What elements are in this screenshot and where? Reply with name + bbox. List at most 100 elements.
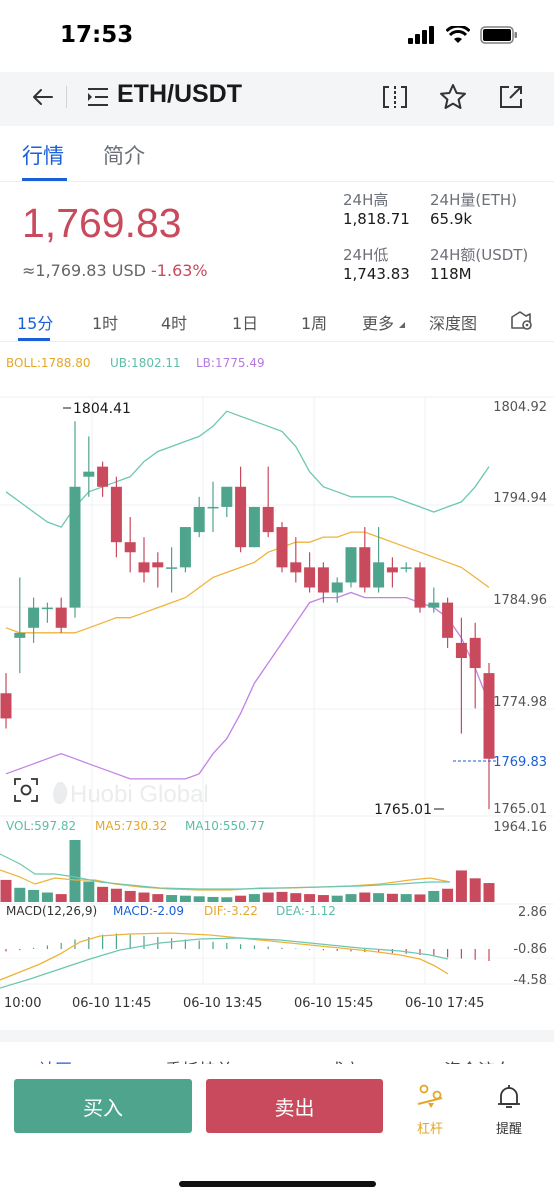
pair-switch-icon[interactable] — [86, 86, 110, 108]
star-icon[interactable] — [438, 82, 468, 112]
boll-label: BOLL:1788.80 — [6, 356, 91, 370]
volume-bar — [28, 890, 40, 902]
volume-bar — [124, 890, 136, 902]
alert-button[interactable]: 提醒 — [489, 1082, 529, 1137]
timeframe-1h[interactable]: 1时 — [92, 314, 119, 333]
ub-label: UB:1802.11 — [110, 356, 181, 370]
timeframe-1d[interactable]: 1日 — [232, 314, 259, 333]
volume-bar — [455, 870, 467, 902]
candle-body — [138, 562, 150, 573]
watermark: Huobi Global — [53, 781, 209, 808]
volume-bar — [179, 895, 191, 902]
ub-line — [5, 410, 490, 528]
volume-bar — [400, 894, 412, 902]
dif-line — [0, 932, 449, 981]
price-axis-label: 1774.98 — [493, 695, 547, 710]
chart-settings-icon[interactable] — [508, 308, 534, 332]
candle-body — [290, 562, 302, 573]
volume-bar — [304, 894, 316, 902]
price-usd: ≈1,769.83 USD -1.63% — [22, 261, 208, 280]
candle-body — [331, 582, 343, 593]
volume-bar — [262, 892, 274, 902]
high-label: 24H高 — [343, 191, 389, 209]
back-arrow-icon[interactable] — [28, 82, 58, 112]
candle-body — [235, 486, 247, 548]
pair-title[interactable]: ETH/USDT — [117, 80, 242, 108]
volume-bar — [317, 895, 329, 902]
volume-bar — [483, 883, 495, 902]
candle-body — [386, 567, 398, 573]
alert-label: 提醒 — [495, 1122, 522, 1137]
timeframe-bar: 15分 1时 4时 1日 1周 更多 深度图 — [0, 298, 554, 342]
volume-value: 65.9k — [430, 210, 473, 228]
max-price-label: 1804.41 — [73, 401, 131, 417]
leverage-button[interactable]: 杠杆 — [410, 1082, 450, 1137]
candle-body — [193, 506, 205, 533]
candle-body — [41, 607, 53, 610]
time-axis-label: 06-10 15:45 — [294, 996, 373, 1011]
candle-body — [83, 471, 95, 477]
tab-market[interactable]: 行情 — [22, 144, 64, 168]
sell-button[interactable]: 卖出 — [206, 1079, 383, 1133]
time-axis-label: 06-10 17:45 — [405, 996, 484, 1011]
time-axis-label: 06-10 13:45 — [183, 996, 262, 1011]
time-axis-label: 10:00 — [4, 996, 41, 1011]
candle-body — [276, 527, 288, 568]
candle-body — [262, 506, 274, 533]
vol-ma5-line — [0, 869, 451, 891]
timeframe-more[interactable]: 更多 — [362, 310, 406, 334]
status-bar: 17:53 — [0, 0, 554, 72]
action-bar: 买入 卖出 杠杆 提醒 — [0, 1064, 554, 1164]
depth-chart-tab[interactable]: 深度图 — [429, 314, 478, 333]
volume-bar — [276, 891, 288, 902]
leverage-icon — [417, 1084, 443, 1108]
macd-axis: 2.86 — [518, 905, 547, 920]
volume-bar — [469, 878, 481, 902]
page-tabs: 行情 简介 — [0, 126, 554, 182]
timeframe-underline — [18, 338, 50, 341]
scan-icon[interactable] — [14, 778, 38, 802]
timeframe-4h[interactable]: 4时 — [161, 314, 188, 333]
volume-bar — [14, 887, 26, 902]
macd-axis: -4.58 — [513, 973, 547, 988]
watermark-text: Huobi Global — [70, 781, 209, 808]
price-change: -1.63% — [151, 261, 208, 280]
tab-intro[interactable]: 简介 — [103, 144, 145, 168]
leverage-label: 杠杆 — [416, 1122, 443, 1137]
candle-body — [55, 607, 67, 628]
caret-down-icon — [399, 322, 406, 328]
volume-bar — [83, 881, 95, 902]
timeframe-15m[interactable]: 15分 — [17, 314, 54, 333]
volume-bar — [97, 886, 109, 902]
candle-body — [69, 486, 81, 608]
lb-line — [5, 591, 490, 780]
candle-body — [28, 607, 40, 628]
candle-body — [483, 673, 495, 759]
landscape-icon[interactable] — [380, 82, 410, 112]
volume-bar — [41, 892, 53, 902]
candle-body — [442, 602, 454, 638]
candle-body — [207, 506, 219, 509]
volume-bar — [373, 893, 385, 902]
share-icon[interactable] — [496, 82, 526, 112]
candle-body — [428, 602, 440, 608]
dea-line — [0, 937, 449, 989]
macd-value-label: MACD:-2.09 — [113, 904, 184, 918]
price-axis-label: 1804.92 — [493, 400, 547, 415]
buy-button[interactable]: 买入 — [14, 1079, 192, 1133]
candle-body — [469, 637, 481, 669]
dif-label: DIF:-3.22 — [204, 904, 258, 918]
candle-body — [166, 567, 178, 569]
nav-actions — [380, 82, 526, 112]
volume-bar — [207, 896, 219, 902]
kline-chart[interactable]: BOLL:1788.80 UB:1802.11 LB:1775.49 1804.… — [0, 342, 554, 1018]
volume-bar — [193, 896, 205, 902]
timeframe-1w[interactable]: 1周 — [301, 314, 328, 333]
amount-value: 118M — [430, 265, 472, 283]
volume-bar — [428, 890, 440, 902]
price-axis-label: 1765.01 — [493, 802, 547, 817]
signal-icon — [408, 26, 434, 44]
candle-body — [455, 642, 467, 659]
boll-line — [5, 531, 490, 634]
last-price-label: 1769.83 — [493, 755, 547, 770]
